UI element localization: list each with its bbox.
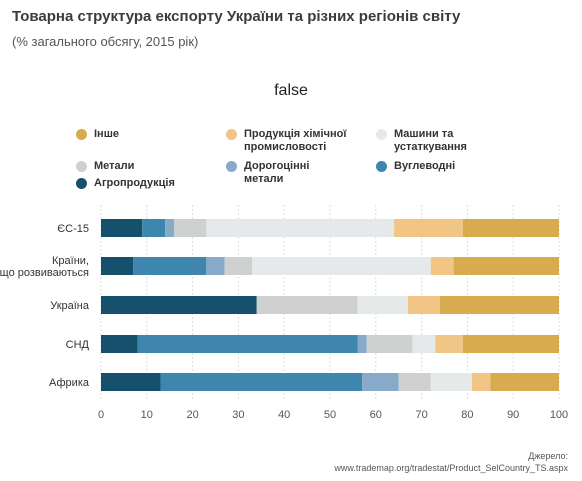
bar-segment [435, 335, 463, 353]
bar-segment [206, 257, 225, 275]
bar-segment [430, 257, 454, 275]
x-tick-label: 10 [141, 409, 153, 421]
bar-segment [160, 373, 363, 391]
chart-subtitle: (% загального обсягу, 2015 рік) [12, 34, 199, 49]
x-tick-label: 80 [461, 409, 473, 421]
x-tick-label: 70 [415, 409, 427, 421]
x-tick-label: 90 [507, 409, 519, 421]
legend-swatch-chemicals [226, 129, 237, 140]
bar-segment [206, 219, 395, 237]
bar-segment [453, 257, 559, 275]
legend-label-precious-metals: Дорогоцінні метали [244, 160, 310, 185]
category-label: СНД [66, 339, 90, 351]
bar-segment [439, 296, 559, 314]
bar-segment [101, 335, 138, 353]
x-tick-label: 50 [324, 409, 336, 421]
legend-swatch-machinery [376, 129, 387, 140]
category-label: Африка [49, 377, 90, 389]
chart-heading: false [274, 82, 308, 99]
source-label: Джерело: [528, 451, 568, 461]
bar-segment [174, 219, 207, 237]
stacked-bar-chart: 0 10 20 30 40 50 60 70 80 90 100 ЄС-15 Країни, що роз… [0, 205, 568, 421]
x-tick-label: 0 [98, 409, 104, 421]
bar-segment [357, 296, 408, 314]
category-label: ЄС-15 [57, 223, 89, 235]
bar-segment [471, 373, 491, 391]
legend-swatch-other [76, 129, 87, 140]
bar-segment [412, 335, 436, 353]
category-label: Країни, що розвиваються [0, 255, 89, 279]
legend-label-agro: Агропродукція [94, 177, 175, 189]
bar-segment [224, 257, 253, 275]
bar-segment [394, 219, 463, 237]
bar-segment [137, 335, 358, 353]
bar-segment [256, 296, 358, 314]
legend-swatch-agro [76, 178, 87, 189]
bar-segment [398, 373, 431, 391]
bar-segment [407, 296, 440, 314]
x-tick-label: 60 [370, 409, 382, 421]
x-tick-label: 20 [186, 409, 198, 421]
legend-label-machinery: Машини та устаткування [394, 128, 467, 153]
bar-segment [101, 257, 134, 275]
bar-segment [462, 219, 559, 237]
x-tick-label: 40 [278, 409, 290, 421]
legend-label-chemicals: Продукція хімічної промисловості [244, 128, 347, 153]
bar-segment [462, 335, 559, 353]
bar-segment [101, 373, 161, 391]
bar-segment [142, 219, 166, 237]
bar-segment [101, 219, 143, 237]
legend-swatch-metals [76, 161, 87, 172]
bar-segment [133, 257, 207, 275]
bar-segment [252, 257, 431, 275]
category-label: Україна [50, 300, 90, 312]
x-tick-label: 100 [550, 409, 568, 421]
bar-segment [490, 373, 559, 391]
bar-segment [362, 373, 399, 391]
bar-segment [366, 335, 413, 353]
bar-segment [430, 373, 472, 391]
legend-label-other: Інше [94, 128, 119, 140]
bar-segment [165, 219, 175, 237]
chart-title: Товарна структура експорту України та рі… [12, 8, 461, 25]
bar-segment [101, 296, 257, 314]
source-url: www.trademap.org/tradestat/Product_SelCo… [334, 463, 568, 473]
legend-label-metals: Метали [94, 160, 135, 172]
source-note: Джерело: www.trademap.org/tradestat/Prod… [334, 450, 568, 474]
bar-segment [357, 335, 367, 353]
legend-swatch-hydrocarbons [376, 161, 387, 172]
legend-label-hydrocarbons: Вуглеводні [394, 160, 456, 172]
legend-swatch-precious-metals [226, 161, 237, 172]
x-tick-label: 30 [232, 409, 244, 421]
